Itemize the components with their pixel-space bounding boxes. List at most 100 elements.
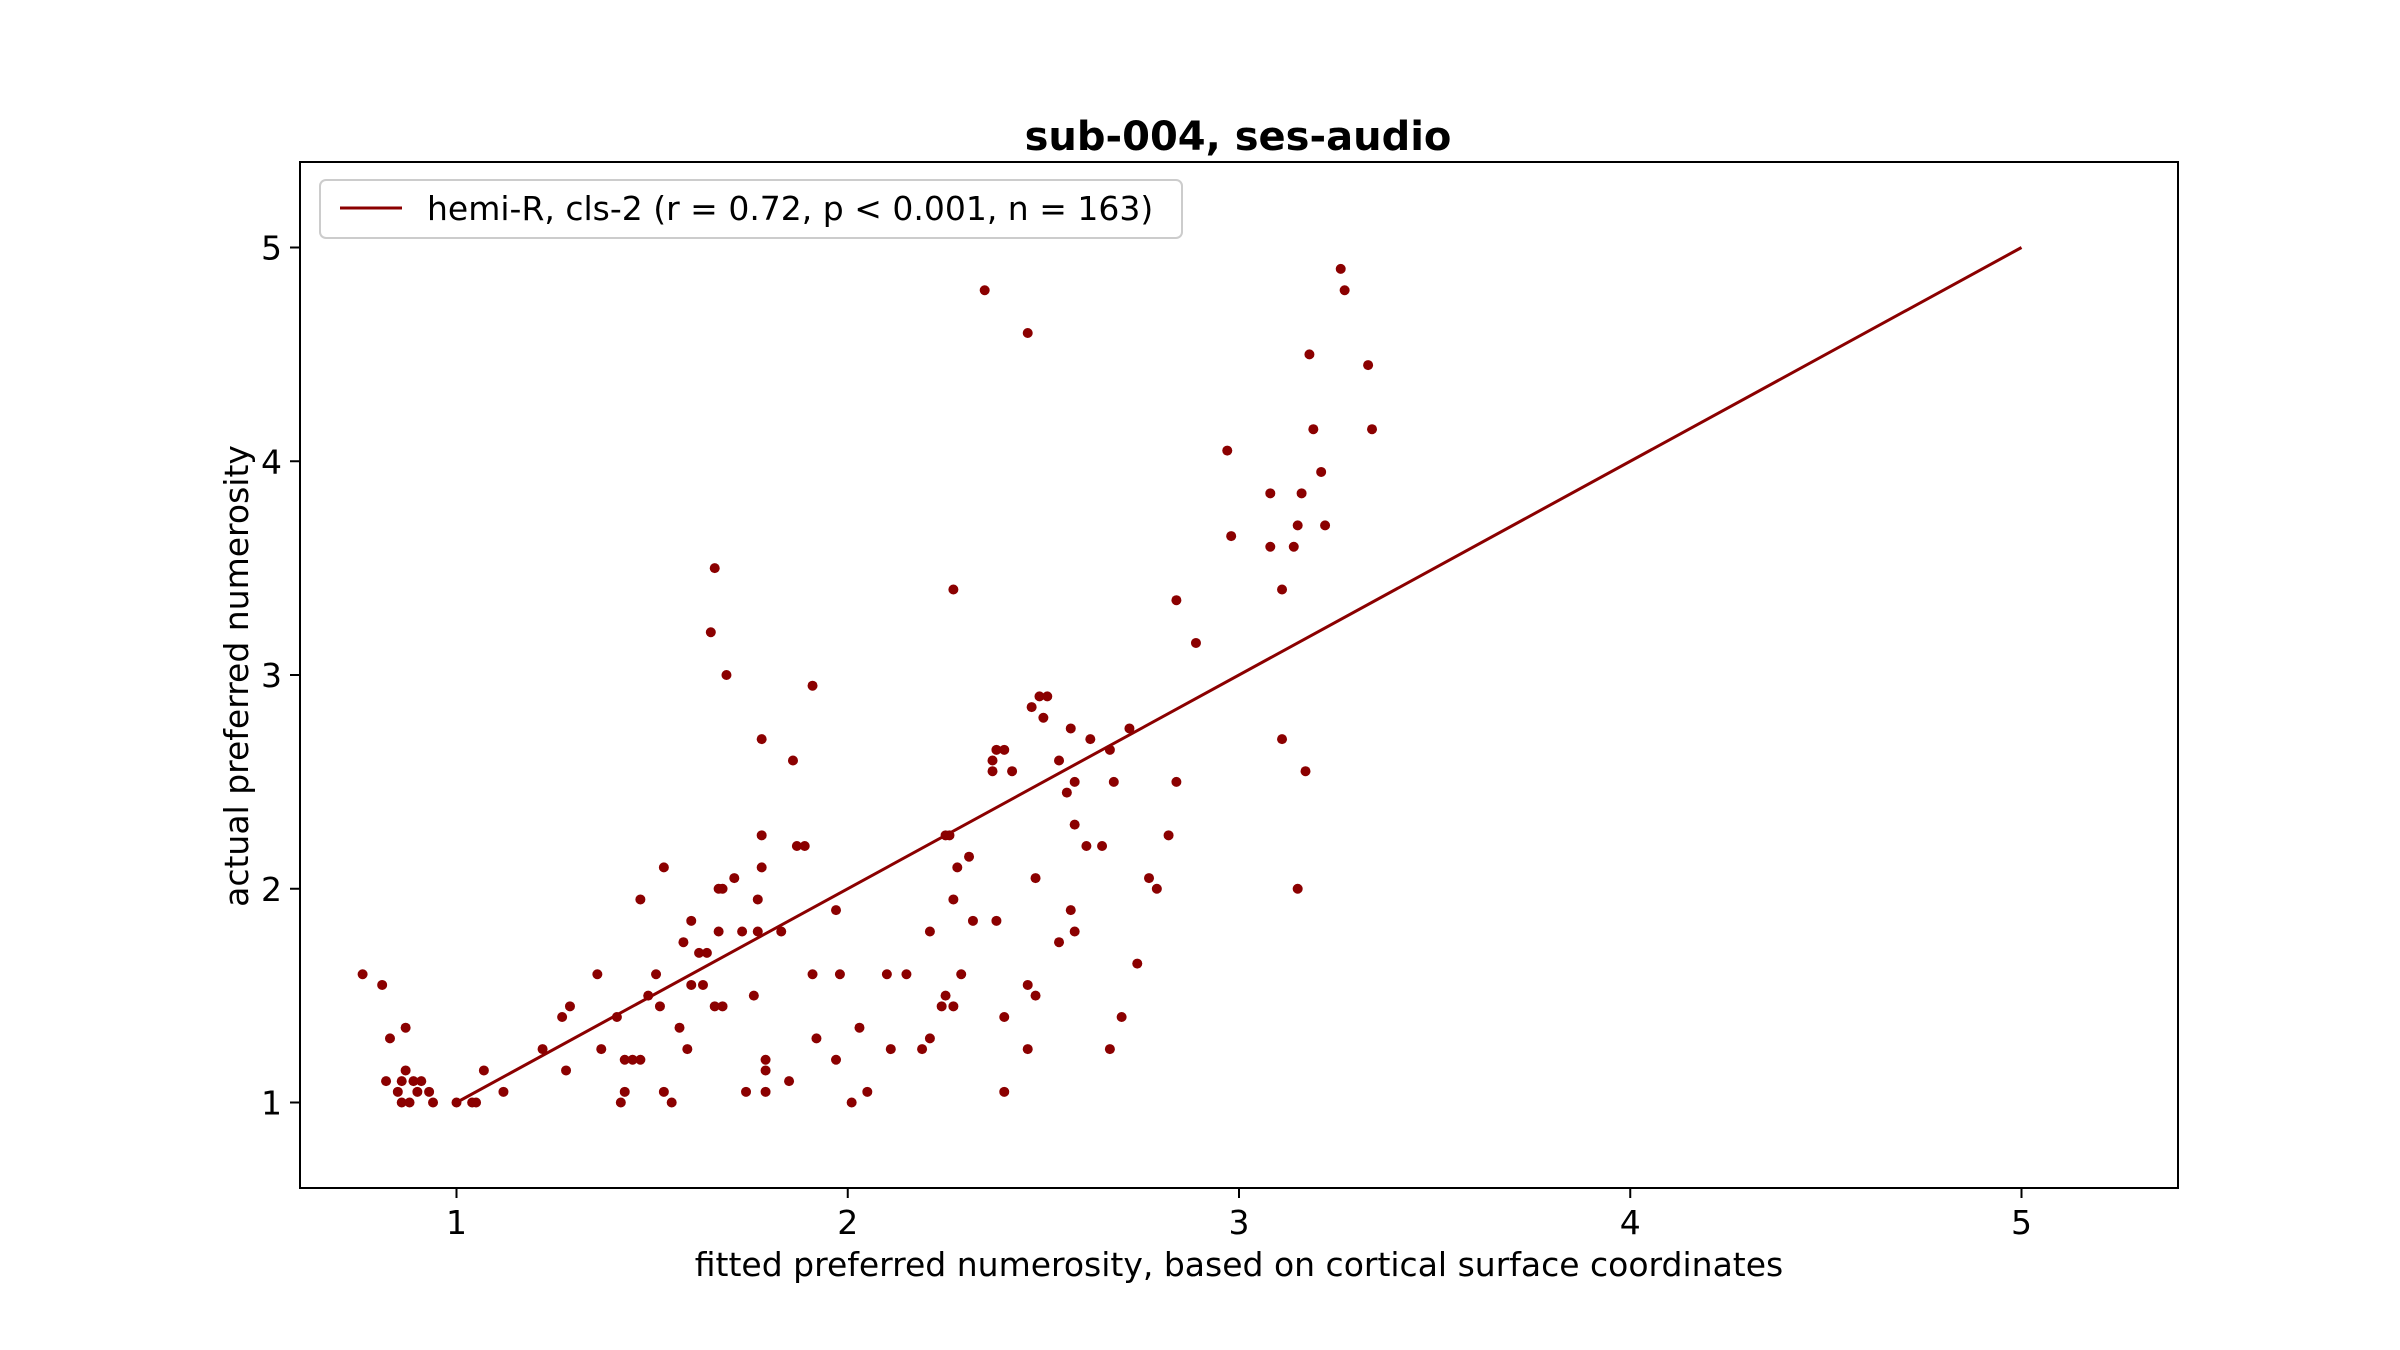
data-point <box>1132 958 1143 969</box>
data-point <box>787 755 798 766</box>
fit-line <box>455 246 2023 1104</box>
axis-ticks: 1 2 3 4 5 1 2 3 4 5 <box>261 229 2032 1243</box>
data-point <box>752 894 763 905</box>
data-point <box>1363 360 1374 371</box>
data-point <box>924 1033 935 1044</box>
data-point <box>752 926 763 937</box>
data-point <box>1277 734 1288 745</box>
data-point <box>1335 263 1346 274</box>
data-point <box>1061 787 1072 798</box>
data-point <box>1104 744 1115 755</box>
data-point <box>1190 637 1201 648</box>
data-point <box>967 915 978 926</box>
data-point <box>658 862 669 873</box>
data-point <box>357 969 368 980</box>
data-point <box>658 1086 669 1097</box>
data-point <box>424 1086 435 1097</box>
data-point <box>807 680 818 691</box>
data-point <box>635 894 646 905</box>
data-point <box>862 1086 873 1097</box>
data-point <box>701 947 712 958</box>
data-point <box>881 969 892 980</box>
data-point <box>1320 520 1331 531</box>
data-point <box>381 1076 392 1087</box>
data-point <box>627 1054 638 1065</box>
data-point <box>991 915 1002 926</box>
data-point <box>760 1054 771 1065</box>
data-point <box>1034 691 1045 702</box>
data-point <box>1339 285 1350 296</box>
data-point <box>1097 841 1108 851</box>
data-point <box>471 1097 482 1108</box>
data-point <box>917 1044 928 1055</box>
data-point <box>1222 445 1233 456</box>
data-point <box>1124 723 1135 734</box>
data-point <box>799 841 810 851</box>
data-point <box>717 1001 728 1012</box>
data-point <box>564 1001 575 1012</box>
data-point <box>760 1086 771 1097</box>
data-point <box>748 990 759 1001</box>
data-point <box>498 1086 509 1097</box>
data-point <box>717 883 728 894</box>
data-point <box>1022 1044 1033 1055</box>
data-point <box>1030 873 1041 884</box>
data-point <box>944 830 955 841</box>
y-axis-label: actual preferred numerosity <box>217 445 256 907</box>
data-point <box>592 969 603 980</box>
data-point <box>537 1044 548 1055</box>
data-point <box>811 1033 822 1044</box>
data-point <box>999 1012 1010 1022</box>
data-point <box>635 1054 646 1065</box>
data-point <box>1300 766 1311 777</box>
data-point <box>705 627 716 638</box>
legend-box <box>319 179 1183 239</box>
x-tick-label: 3 <box>1229 1203 1250 1242</box>
data-point <box>776 926 787 937</box>
data-point <box>1065 905 1076 916</box>
data-point <box>561 1065 572 1076</box>
data-point <box>1054 937 1065 948</box>
data-point <box>721 670 732 680</box>
data-point <box>643 990 654 1001</box>
data-point <box>408 1076 419 1087</box>
data-point <box>1069 819 1080 830</box>
data-point <box>1030 990 1041 1001</box>
data-point <box>846 1097 857 1108</box>
y-tick-label: 2 <box>261 870 282 909</box>
data-point <box>404 1097 415 1108</box>
data-point <box>428 1097 439 1108</box>
data-point <box>999 744 1010 755</box>
y-tick-label: 1 <box>261 1084 282 1123</box>
data-point <box>611 1012 622 1022</box>
y-tick-label: 5 <box>261 229 282 268</box>
data-point <box>682 1044 693 1055</box>
data-point <box>666 1097 677 1108</box>
data-point <box>1104 1044 1115 1055</box>
data-point <box>940 990 951 1001</box>
x-tick-label: 1 <box>446 1203 467 1242</box>
data-point <box>1054 755 1065 766</box>
data-point <box>1069 926 1080 937</box>
data-point <box>1038 712 1049 723</box>
data-point <box>784 1076 795 1087</box>
data-point <box>1265 488 1276 499</box>
data-point <box>686 915 697 926</box>
data-point <box>834 969 845 980</box>
data-point <box>1022 979 1033 990</box>
data-point <box>1022 328 1033 338</box>
x-tick-label: 4 <box>1620 1203 1641 1242</box>
data-point <box>678 937 689 948</box>
data-point <box>1026 702 1037 713</box>
data-point <box>478 1065 489 1076</box>
data-point <box>674 1022 685 1033</box>
data-point <box>1081 841 1092 851</box>
data-point <box>741 1086 752 1097</box>
data-point <box>756 830 767 841</box>
data-point <box>1069 776 1080 787</box>
data-point <box>377 979 388 990</box>
data-point <box>1265 541 1276 552</box>
data-point <box>964 851 975 862</box>
data-point <box>948 584 959 595</box>
